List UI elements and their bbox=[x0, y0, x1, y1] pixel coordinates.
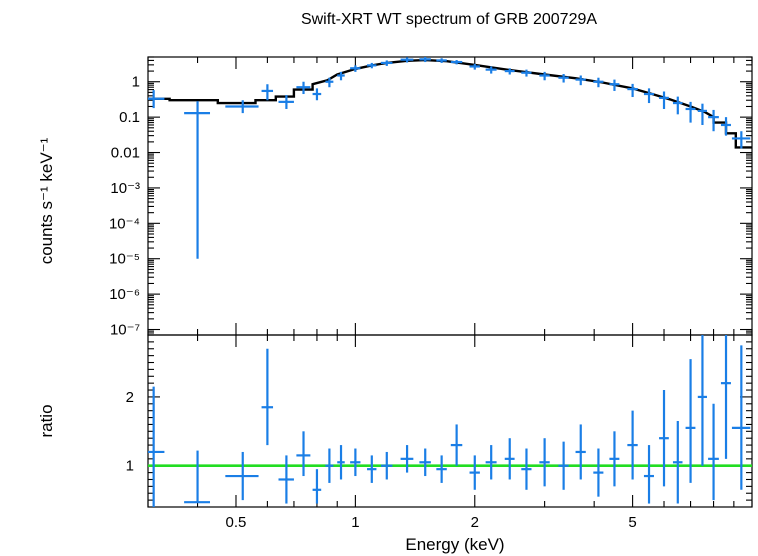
y-tick-label: 2 bbox=[126, 389, 134, 406]
ratio-data-point bbox=[261, 348, 274, 446]
ratio-data-point bbox=[148, 386, 165, 507]
ratio-y-axis-label: ratio bbox=[37, 404, 56, 437]
ratio-data-point bbox=[504, 438, 515, 480]
ratio-data-point bbox=[380, 451, 393, 480]
ratio-data-point bbox=[643, 445, 654, 504]
ratio-data-point bbox=[485, 445, 497, 480]
spectrum-data-point bbox=[469, 63, 480, 70]
ratio-data-point bbox=[278, 455, 294, 504]
spectrum-data-point bbox=[485, 66, 497, 74]
ratio-data-point bbox=[627, 410, 638, 480]
x-tick-label: 0.5 bbox=[226, 514, 247, 531]
ratio-panel-frame bbox=[147, 334, 753, 508]
spectrum-data-point bbox=[400, 57, 414, 63]
spectrum-data-point bbox=[296, 81, 311, 95]
ratio-data-point bbox=[720, 335, 731, 459]
spectrum-data-point bbox=[558, 74, 569, 83]
y-tick-label: 10⁻⁴ bbox=[109, 215, 140, 232]
ratio-data-point bbox=[708, 403, 719, 501]
ratio-data-point bbox=[184, 450, 211, 504]
x-tick-label: 5 bbox=[628, 514, 636, 531]
ratio-data-point bbox=[400, 445, 414, 473]
ratio-data-point bbox=[521, 448, 532, 490]
y-tick-label: 10⁻³ bbox=[110, 180, 140, 197]
spectrum-data-point bbox=[521, 69, 532, 77]
spectrum-data-point bbox=[278, 95, 294, 109]
spectrum-data-point bbox=[419, 57, 431, 63]
spectrum-data-point bbox=[697, 103, 707, 125]
spectrum-data-point bbox=[350, 65, 361, 72]
y-tick-label: 10⁻⁵ bbox=[109, 251, 140, 268]
ratio-data-point bbox=[350, 448, 361, 477]
y-tick-label: 0.1 bbox=[119, 109, 140, 126]
ratio-data-point bbox=[672, 421, 683, 504]
ratio-data-point bbox=[450, 424, 463, 466]
spectrum-data-point bbox=[367, 62, 377, 69]
y-tick-label: 10⁻⁶ bbox=[109, 286, 140, 303]
spectrum-data-point bbox=[627, 83, 638, 98]
ratio-data-points bbox=[148, 335, 751, 507]
spectrum-data-point bbox=[225, 100, 259, 114]
spectrum-data-point bbox=[643, 88, 654, 104]
spectrum-data-point bbox=[659, 91, 669, 109]
ratio-data-point bbox=[609, 431, 620, 487]
ratio-data-point bbox=[337, 445, 345, 480]
y-tick-label: 0.01 bbox=[111, 145, 140, 162]
spectrum-data-point bbox=[609, 79, 620, 91]
ratio-data-point bbox=[419, 448, 431, 477]
spectrum-model-line bbox=[148, 58, 752, 149]
ratio-data-point bbox=[659, 390, 669, 487]
ratio-data-point bbox=[225, 451, 259, 501]
spectrum-data-point bbox=[539, 71, 550, 81]
spectrum-data-point bbox=[593, 77, 604, 88]
spectrum-data-point bbox=[148, 90, 165, 109]
spectrum-data-point bbox=[672, 96, 683, 115]
spectrum-data-point bbox=[504, 68, 515, 75]
x-tick-label: 1 bbox=[351, 514, 359, 531]
ratio-data-point bbox=[685, 359, 696, 483]
ratio-ticks: 0.5 1 2 5 1 2 bbox=[126, 335, 753, 531]
ratio-data-point bbox=[325, 448, 334, 483]
x-axis-label: Energy (keV) bbox=[405, 535, 504, 554]
spectrum-y-axis-label: counts s⁻¹ keV⁻¹ bbox=[37, 137, 56, 264]
spectrum-data-point bbox=[380, 60, 393, 66]
spectrum-panel: 10⁻⁷ 10⁻⁶ 10⁻⁵ 10⁻⁴ 10⁻³ 0.01 0.1 1 counts s⁻¹ … bbox=[37, 56, 753, 339]
spectrum-data-point bbox=[708, 109, 719, 132]
model-step-line bbox=[148, 58, 752, 149]
ratio-data-point bbox=[469, 455, 480, 490]
ratio-data-point bbox=[575, 424, 586, 480]
y-tick-label: 1 bbox=[126, 458, 134, 475]
ratio-data-point bbox=[367, 455, 377, 483]
spectrum-data-point bbox=[312, 88, 322, 101]
ratio-data-point bbox=[296, 431, 311, 477]
y-tick-label: 10⁻⁷ bbox=[110, 322, 140, 339]
spectrum-data-point bbox=[685, 101, 696, 123]
ratio-data-point bbox=[593, 448, 604, 497]
spectrum-data-point bbox=[731, 131, 751, 149]
spectrum-data-point bbox=[337, 71, 345, 81]
ratio-data-point bbox=[539, 438, 550, 487]
ratio-data-point bbox=[731, 345, 751, 490]
ratio-data-point bbox=[697, 335, 707, 466]
spectrum-data-point bbox=[436, 58, 447, 63]
spectrum-data-point bbox=[261, 84, 274, 101]
chart-title: Swift-XRT WT spectrum of GRB 200729A bbox=[301, 11, 597, 28]
spectrum-data-points bbox=[148, 57, 751, 259]
spectrum-data-point bbox=[575, 75, 586, 86]
y-tick-label: 1 bbox=[132, 74, 140, 91]
ratio-data-point bbox=[312, 469, 322, 504]
spectrum-data-point bbox=[450, 60, 463, 65]
spectrum-data-point bbox=[325, 77, 334, 88]
x-tick-label: 2 bbox=[471, 514, 479, 531]
spectrum-data-point bbox=[720, 117, 731, 136]
ratio-data-point bbox=[558, 441, 569, 490]
ratio-panel: 0.5 1 2 5 1 2 ratio bbox=[37, 334, 753, 531]
spectrum-ticks: 10⁻⁷ 10⁻⁶ 10⁻⁵ 10⁻⁴ 10⁻³ 0.01 0.1 1 bbox=[109, 56, 753, 339]
spectrum-data-point bbox=[184, 101, 211, 259]
ratio-data-point bbox=[436, 455, 447, 483]
